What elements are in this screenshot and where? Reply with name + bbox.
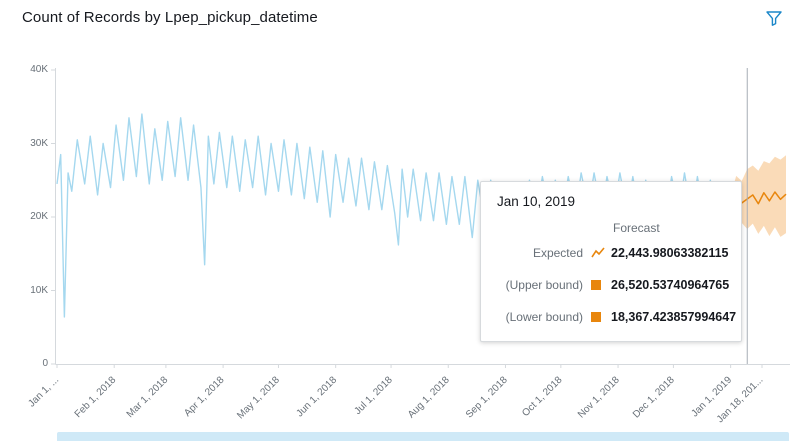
x-axis-label: Apr 1, 2018 — [182, 374, 227, 419]
tooltip-row: (Lower bound) 18,367.423857994647 — [491, 301, 737, 333]
x-axis-label: Dec 1, 2018 — [631, 374, 678, 421]
filter-funnel-icon — [766, 11, 782, 26]
x-axis-label: Mar 1, 2018 — [124, 374, 170, 421]
y-axis-label: 20K — [30, 211, 48, 222]
y-axis-label: 10K — [30, 284, 48, 296]
x-axis-label: Feb 1, 2018 — [72, 374, 119, 421]
x-axis-label: Oct 1, 2018 — [520, 374, 565, 419]
tooltip-row-label: (Lower bound) — [505, 310, 583, 324]
tooltip-row-value: 18,367.423857994647 — [611, 310, 737, 324]
x-axis-label: Sep 1, 2018 — [463, 374, 510, 421]
x-axis-label: Jan 1, ... — [25, 374, 61, 410]
y-axis-label: 0 — [42, 358, 48, 369]
visual-header: Count of Records by Lpep_pickup_datetime — [0, 0, 800, 42]
x-axis-label: Jul 1, 2018 — [352, 374, 395, 417]
x-axis-label: Jun 1, 2018 — [294, 374, 340, 420]
tooltip-row-label: Expected — [532, 246, 583, 260]
tooltip-row: Expected 22,443.98063382115 — [491, 237, 731, 269]
tooltip-row-value: 26,520.53740964765 — [611, 278, 730, 292]
forecast-trend-line-icon — [591, 247, 611, 259]
filter-button[interactable] — [762, 7, 786, 31]
tooltip-forecast-column-header: Forecast — [613, 221, 660, 235]
forecast-bound-swatch-icon — [591, 312, 611, 322]
chart-tooltip: Jan 10, 2019 Forecast Expected 22,443.980… — [480, 181, 742, 342]
visual-title: Count of Records by Lpep_pickup_datetime — [22, 9, 318, 26]
y-axis-label: 40K — [30, 64, 48, 75]
tooltip-row-label: (Upper bound) — [505, 278, 583, 292]
tooltip-row: (Upper bound) 26,520.53740964765 — [491, 269, 731, 301]
x-axis-label: May 1, 2018 — [235, 374, 283, 422]
date-range-scrollbar[interactable] — [57, 432, 789, 441]
tooltip-rows: Expected 22,443.98063382115 (Upper bound) 2… — [491, 237, 737, 333]
forecast-bound-swatch-icon — [591, 280, 611, 290]
tooltip-row-value: 22,443.98063382115 — [611, 246, 729, 260]
y-axis-label: 30K — [30, 137, 48, 149]
tooltip-date-header: Jan 10, 2019 — [497, 194, 576, 209]
x-axis-label: Aug 1, 2018 — [406, 374, 453, 421]
x-axis-label: Nov 1, 2018 — [576, 374, 622, 421]
